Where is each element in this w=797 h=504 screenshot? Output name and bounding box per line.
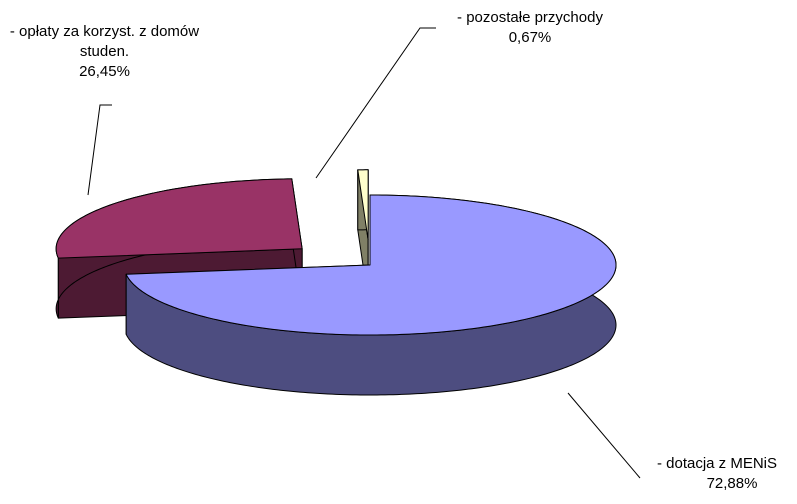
data-label: - pozostałe przychody 0,67% bbox=[430, 8, 630, 48]
category-label: - pozostałe przychody bbox=[457, 9, 603, 26]
value-label: 72,88% bbox=[706, 475, 758, 492]
leader-line bbox=[315, 27, 436, 179]
leader-line bbox=[87, 104, 112, 196]
category-label: - opłaty za korzyst. z domów studen. bbox=[9, 23, 200, 60]
slice-top bbox=[55, 178, 303, 259]
data-label: - opłaty za korzyst. z domów studen. 26,… bbox=[2, 22, 207, 82]
data-label: - dotacja z MENiS 72,88% bbox=[632, 454, 797, 494]
value-label: 0,67% bbox=[508, 29, 552, 46]
category-label: - dotacja z MENiS bbox=[656, 455, 778, 472]
slice-top bbox=[357, 169, 369, 241]
slice-top bbox=[125, 194, 617, 336]
value-label: 26,45% bbox=[79, 63, 130, 80]
leader-line bbox=[567, 392, 641, 479]
pie-slice bbox=[125, 194, 617, 396]
